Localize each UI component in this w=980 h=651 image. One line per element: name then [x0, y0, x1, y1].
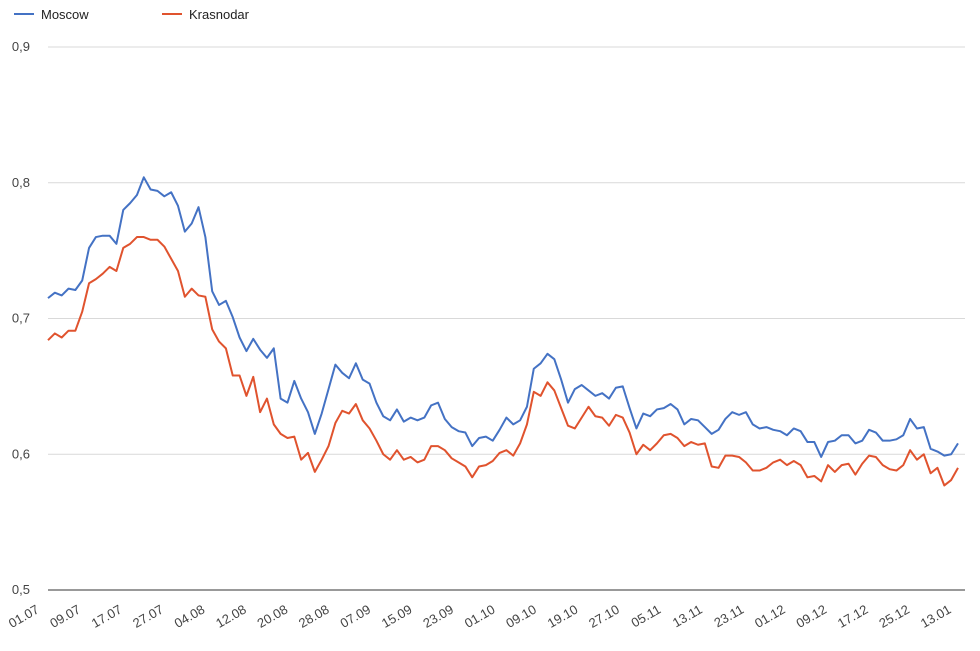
- x-axis-ticks: 01.07 09.07 17.07 27.07 04.08 12.08 20.08 28.08…: [6, 602, 954, 631]
- x-tick-label: 09.07: [47, 602, 83, 631]
- legend-label-krasnodar: Krasnodar: [189, 7, 250, 22]
- x-tick-label: 01.07: [6, 602, 42, 631]
- x-tick-label: 17.12: [835, 602, 871, 631]
- series-lines: [47, 176, 959, 487]
- series-line-krasnodar: [47, 236, 959, 487]
- x-tick-label: 01.10: [462, 602, 498, 631]
- y-tick-label: 0,9: [12, 39, 30, 54]
- x-tick-label: 05.11: [628, 602, 663, 631]
- x-tick-label: 07.09: [337, 602, 373, 631]
- x-tick-label: 25.12: [876, 602, 912, 631]
- y-tick-label: 0,8: [12, 175, 30, 190]
- x-tick-label: 04.08: [172, 602, 208, 631]
- x-tick-label: 19.10: [545, 602, 581, 631]
- y-tick-label: 0,6: [12, 446, 30, 461]
- y-tick-label: 0,5: [12, 582, 30, 597]
- x-tick-label: 23.09: [420, 602, 456, 631]
- x-tick-label: 27.07: [130, 602, 166, 631]
- legend: Moscow Krasnodar: [14, 7, 250, 22]
- series-line-moscow: [47, 176, 959, 458]
- x-tick-label: 13.01: [918, 602, 954, 631]
- x-tick-label: 23.11: [711, 602, 746, 631]
- legend-label-moscow: Moscow: [41, 7, 89, 22]
- x-tick-label: 17.07: [89, 602, 125, 631]
- x-tick-label: 01.12: [752, 602, 788, 631]
- x-tick-label: 28.08: [296, 602, 332, 631]
- y-tick-label: 0,7: [12, 311, 30, 326]
- x-tick-label: 27.10: [586, 602, 622, 631]
- x-tick-label: 12.08: [213, 602, 249, 631]
- gridlines: [48, 46, 965, 591]
- x-tick-label: 09.10: [503, 602, 539, 631]
- x-tick-label: 15.09: [379, 602, 415, 631]
- y-axis-ticks: 0,5 0,6 0,7 0,8 0,9: [12, 39, 30, 597]
- x-tick-label: 20.08: [255, 602, 291, 631]
- x-tick-label: 13.11: [670, 602, 705, 631]
- x-tick-label: 09.12: [793, 602, 829, 631]
